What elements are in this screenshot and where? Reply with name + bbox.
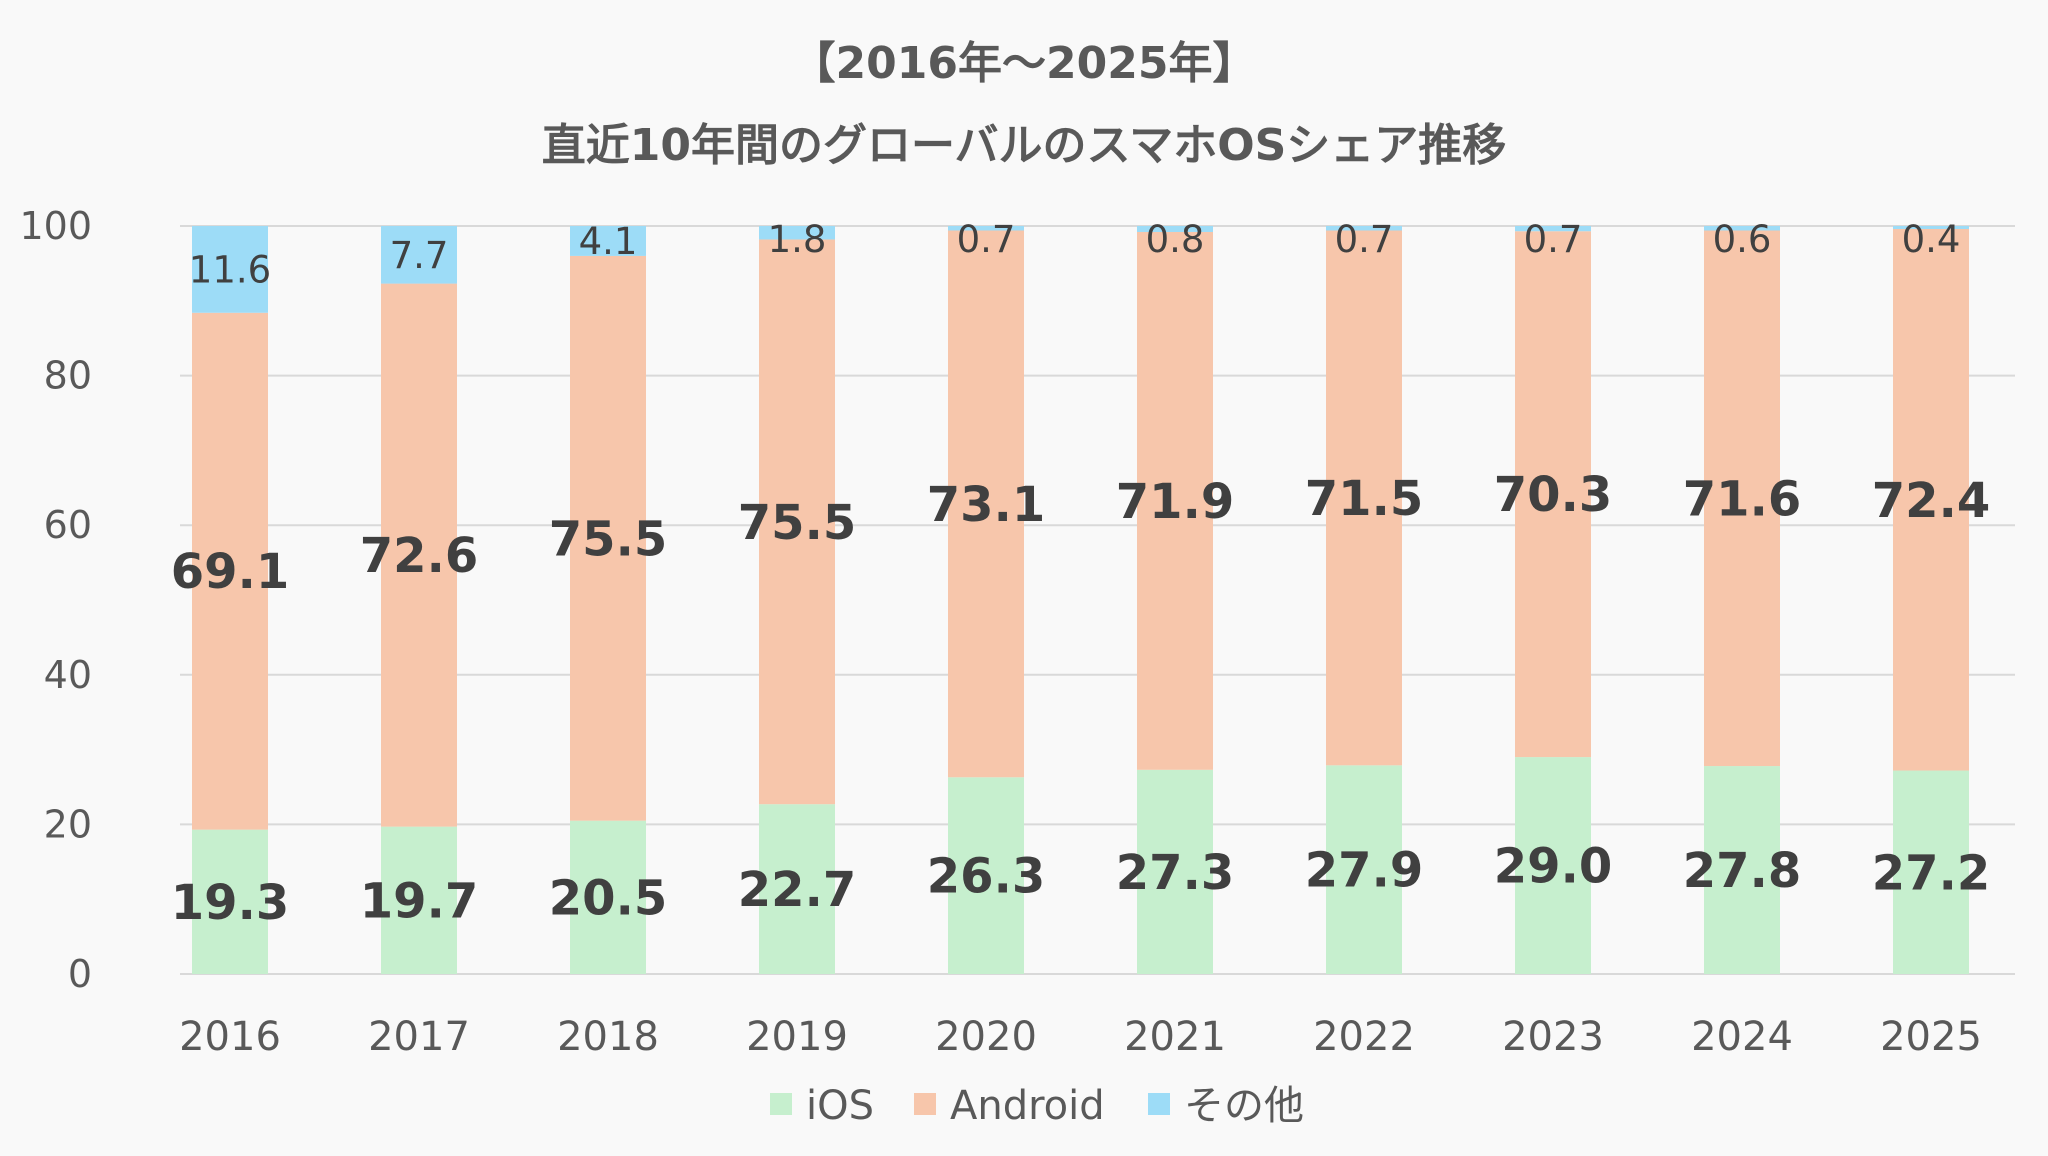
bar-iOS-2024 [1704, 766, 1780, 974]
x-tick-label: 2023 [1502, 1014, 1604, 1060]
x-tick-label: 2018 [557, 1014, 659, 1060]
data-label-その他-2019: 1.8 [768, 218, 827, 261]
bar-iOS-2021 [1137, 769, 1213, 974]
data-label-Android-2023: 70.3 [1494, 467, 1612, 523]
data-label-iOS-2019: 22.7 [738, 862, 856, 918]
y-tick-label: 100 [19, 204, 92, 248]
data-label-iOS-2025: 27.2 [1872, 845, 1990, 901]
bar-Android-2016 [192, 312, 268, 830]
legend-label-iOS: iOS [806, 1083, 874, 1129]
bar-iOS-2022 [1326, 765, 1402, 974]
bar-Android-2019 [759, 239, 835, 805]
bar-Android-2017 [381, 283, 457, 827]
data-label-Android-2024: 71.6 [1683, 471, 1801, 527]
bar-その他-2019 [759, 226, 835, 240]
data-label-その他-2022: 0.7 [1335, 218, 1394, 261]
bar-Android-2018 [570, 255, 646, 821]
bar-Android-2020 [948, 230, 1024, 778]
bar-その他-2022 [1326, 226, 1402, 231]
bar-Android-2023 [1515, 231, 1591, 758]
x-tick-label: 2025 [1880, 1014, 1982, 1060]
legend-label-その他: その他 [1184, 1083, 1304, 1129]
data-label-Android-2017: 72.6 [360, 528, 478, 584]
data-labels: 19.3 69.1 11.6 19.7 72.6 7.7 20.5 75.5 4.1 22.7 75… [171, 218, 1990, 931]
data-label-iOS-2016: 19.3 [171, 875, 289, 931]
y-tick-label: 40 [44, 653, 92, 697]
data-label-その他-2021: 0.8 [1146, 218, 1205, 261]
data-label-iOS-2018: 20.5 [549, 870, 667, 926]
data-label-Android-2020: 73.1 [927, 477, 1045, 533]
bar-iOS-2025 [1893, 770, 1969, 974]
chart-title-line-1: 【2016年～2025年】 [792, 38, 1257, 89]
data-label-Android-2022: 71.5 [1305, 471, 1423, 527]
legend: iOS Android その他 [770, 1083, 1304, 1129]
data-label-その他-2024: 0.6 [1713, 218, 1772, 261]
x-tick-label: 2016 [179, 1014, 281, 1060]
data-label-iOS-2021: 27.3 [1116, 845, 1234, 901]
chart-title-line-2: 直近10年間のグローバルのスマホOSシェア推移 [542, 120, 1507, 171]
bar-その他-2020 [948, 226, 1024, 231]
bar-その他-2017 [381, 226, 457, 284]
bar-iOS-2020 [948, 777, 1024, 974]
y-axis-ticks: 0 20 40 60 80 100 [19, 204, 92, 996]
x-tick-label: 2022 [1313, 1014, 1415, 1060]
bars [192, 226, 1969, 974]
data-label-その他-2016: 11.6 [189, 248, 271, 291]
data-label-iOS-2022: 27.9 [1305, 843, 1423, 899]
bar-iOS-2016 [192, 829, 268, 974]
y-tick-label: 0 [68, 952, 92, 996]
bar-Android-2025 [1893, 228, 1969, 771]
data-label-その他-2025: 0.4 [1902, 218, 1961, 261]
bar-Android-2024 [1704, 230, 1780, 767]
bar-Android-2022 [1326, 230, 1402, 766]
data-label-その他-2023: 0.7 [1524, 218, 1583, 261]
bar-その他-2021 [1137, 226, 1213, 232]
x-tick-label: 2020 [935, 1014, 1037, 1060]
data-label-iOS-2023: 29.0 [1494, 839, 1612, 895]
data-label-Android-2018: 75.5 [549, 511, 667, 567]
bar-その他-2023 [1515, 226, 1591, 232]
bar-iOS-2018 [570, 820, 646, 974]
bar-iOS-2023 [1515, 757, 1591, 974]
bar-その他-2024 [1704, 226, 1780, 231]
y-tick-label: 20 [44, 802, 92, 846]
legend-swatch-Android [914, 1093, 936, 1115]
legend-swatch-iOS [770, 1093, 792, 1115]
data-label-Android-2025: 72.4 [1872, 473, 1990, 529]
data-label-iOS-2020: 26.3 [927, 849, 1045, 905]
bar-その他-2016 [192, 226, 268, 313]
data-label-iOS-2017: 19.7 [360, 873, 478, 929]
bar-Android-2021 [1137, 231, 1213, 770]
bar-iOS-2019 [759, 804, 835, 974]
data-label-その他-2017: 7.7 [390, 234, 449, 277]
data-label-Android-2016: 69.1 [171, 544, 289, 600]
x-tick-label: 2024 [1691, 1014, 1793, 1060]
y-tick-label: 60 [44, 503, 92, 547]
data-label-その他-2020: 0.7 [957, 218, 1016, 261]
bar-その他-2018 [570, 226, 646, 256]
legend-label-Android: Android [950, 1083, 1105, 1129]
x-tick-label: 2017 [368, 1014, 470, 1060]
data-label-その他-2018: 4.1 [579, 220, 638, 263]
x-axis-ticks: 2016 2017 2018 2019 2020 2021 2022 2023 2024 2025 [179, 1014, 1982, 1060]
data-label-Android-2021: 71.9 [1116, 474, 1234, 530]
data-label-Android-2019: 75.5 [738, 495, 856, 551]
data-label-iOS-2024: 27.8 [1683, 843, 1801, 899]
y-tick-label: 80 [44, 354, 92, 398]
x-tick-label: 2021 [1124, 1014, 1226, 1060]
legend-swatch-その他 [1148, 1093, 1170, 1115]
x-tick-label: 2019 [746, 1014, 848, 1060]
bar-その他-2025 [1893, 226, 1969, 229]
bar-iOS-2017 [381, 826, 457, 974]
